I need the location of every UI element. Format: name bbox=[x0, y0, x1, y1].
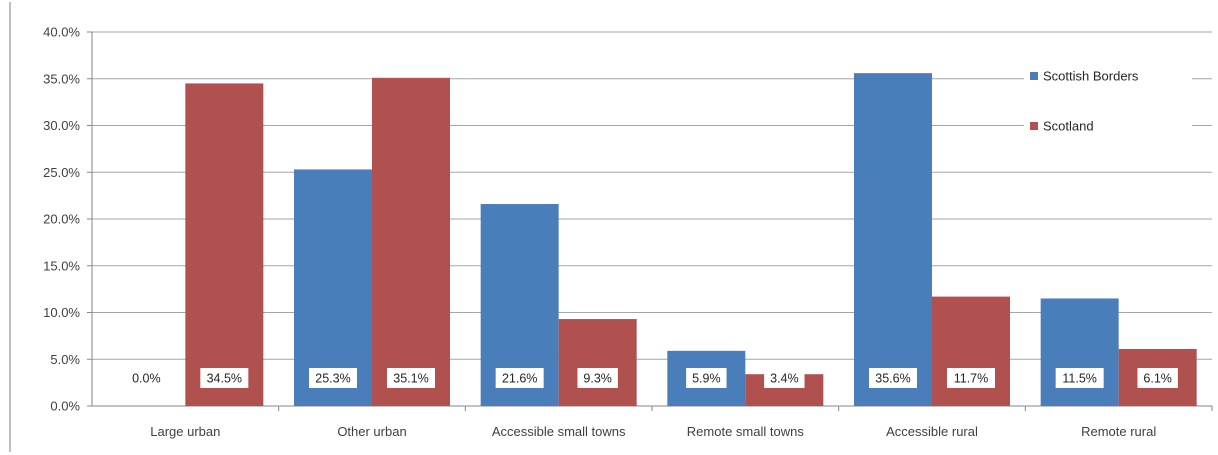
data-label: 9.3% bbox=[583, 372, 612, 386]
y-tick-label: 40.0% bbox=[43, 25, 80, 40]
x-category-label: Remote small towns bbox=[687, 424, 805, 439]
data-label: 0.0% bbox=[132, 372, 161, 386]
bar bbox=[1040, 298, 1119, 406]
x-category-label: Other urban bbox=[337, 424, 406, 439]
y-tick-label: 10.0% bbox=[43, 305, 80, 320]
data-label-box bbox=[577, 368, 618, 388]
bar bbox=[372, 77, 450, 406]
x-category-label: Large urban bbox=[150, 424, 220, 439]
legend-label: Scotland bbox=[1043, 119, 1094, 134]
x-category-label: Accessible rural bbox=[886, 424, 978, 439]
data-label: 21.6% bbox=[502, 372, 537, 386]
bar bbox=[185, 83, 264, 407]
bar bbox=[558, 319, 637, 406]
data-label-box bbox=[1137, 368, 1178, 388]
y-tick-label: 15.0% bbox=[43, 258, 80, 273]
bar bbox=[294, 169, 372, 406]
y-tick-label: 0.0% bbox=[50, 399, 80, 414]
data-label: 6.1% bbox=[1143, 372, 1172, 386]
data-label-box bbox=[387, 368, 435, 388]
x-category-label: Remote rural bbox=[1081, 424, 1156, 439]
data-label: 34.5% bbox=[207, 372, 242, 386]
legend-swatch bbox=[1030, 72, 1038, 80]
legend-box bbox=[1024, 60, 1192, 170]
bar bbox=[932, 296, 1010, 406]
data-label-box bbox=[869, 368, 917, 388]
data-label-box bbox=[764, 368, 805, 388]
data-label: 5.9% bbox=[692, 372, 721, 386]
data-label: 11.5% bbox=[1062, 372, 1097, 386]
data-label-box bbox=[947, 368, 995, 388]
data-label-box bbox=[126, 368, 167, 388]
data-label: 35.6% bbox=[875, 372, 910, 386]
bar bbox=[854, 73, 932, 406]
data-label-box bbox=[309, 368, 357, 388]
y-tick-label: 25.0% bbox=[43, 165, 80, 180]
data-label-box bbox=[495, 368, 544, 388]
data-label-box bbox=[1055, 368, 1104, 388]
data-label-box bbox=[200, 368, 249, 388]
y-tick-label: 20.0% bbox=[43, 212, 80, 227]
data-label: 25.3% bbox=[315, 372, 350, 386]
y-tick-label: 30.0% bbox=[43, 118, 80, 133]
legend-label: Scottish Borders bbox=[1043, 69, 1139, 84]
y-tick-label: 5.0% bbox=[50, 352, 80, 367]
data-label-box bbox=[686, 368, 727, 388]
legend-swatch bbox=[1030, 122, 1038, 130]
data-label: 11.7% bbox=[954, 372, 989, 386]
data-label: 35.1% bbox=[393, 372, 428, 386]
y-tick-label: 35.0% bbox=[43, 71, 80, 86]
x-category-label: Accessible small towns bbox=[492, 424, 626, 439]
data-label: 3.4% bbox=[770, 372, 799, 386]
